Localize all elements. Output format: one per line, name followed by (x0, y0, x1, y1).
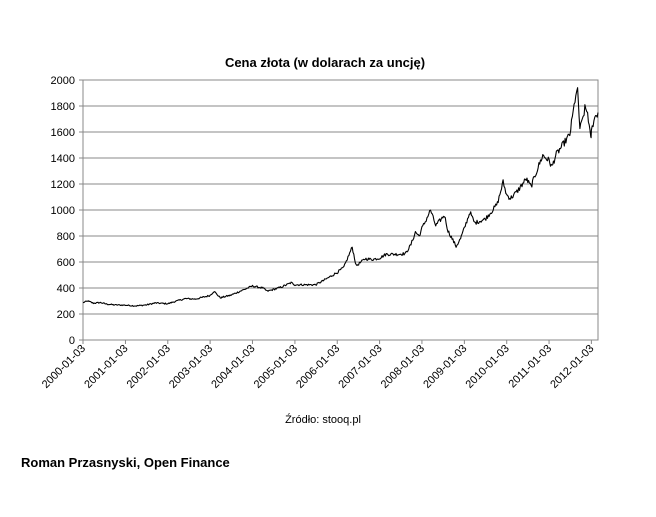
x-tick-labels: 2000-01-032001-01-032002-01-032003-01-03… (40, 343, 597, 391)
x-tick-label: 2004-01-03 (209, 343, 257, 391)
y-tick-label: 2000 (51, 75, 75, 87)
x-tick-label: 2010-01-03 (464, 343, 512, 391)
y-tick-labels: 0 200 400 600 800 1000 1200 1400 1600 1800 2000 (51, 75, 75, 347)
x-tick-label: 2000-01-03 (40, 343, 88, 391)
y-tick-label: 1000 (51, 205, 75, 217)
y-tick-label: 400 (57, 283, 75, 295)
y-tick-label: 1800 (51, 101, 75, 113)
plot-frame (82, 79, 599, 341)
author-credit: Roman Przasnyski, Open Finance (21, 455, 230, 470)
chart-title: Cena złota (w dolarach za uncję) (225, 55, 425, 70)
x-tick-label: 2009-01-03 (421, 343, 469, 391)
x-tick-label: 2011-01-03 (506, 343, 554, 391)
y-tick-label: 600 (57, 257, 75, 269)
grid-lines (83, 79, 598, 315)
x-tick-label: 2006-01-03 (294, 343, 342, 391)
series-layer (82, 87, 599, 307)
y-tick-label: 1400 (51, 153, 75, 165)
x-tick-label: 2003-01-03 (167, 343, 215, 391)
x-tick-label: 2008-01-03 (379, 343, 427, 391)
x-tick-label: 2002-01-03 (125, 343, 173, 391)
chart-source: Źródło: stooq.pl (285, 413, 361, 426)
x-tick-label: 2001-01-03 (82, 343, 130, 391)
y-tick-label: 0 (69, 335, 75, 347)
axes (79, 79, 599, 344)
gold-price-series-line (82, 87, 599, 307)
y-tick-label: 1200 (51, 179, 75, 191)
y-tick-label: 1600 (51, 127, 75, 139)
x-tick-label: 2005-01-03 (252, 343, 300, 391)
y-tick-label: 800 (57, 231, 75, 243)
x-tick-label: 2007-01-03 (336, 343, 384, 391)
x-tick-label: 2012-01-03 (548, 343, 596, 391)
y-tick-label: 200 (57, 309, 75, 321)
